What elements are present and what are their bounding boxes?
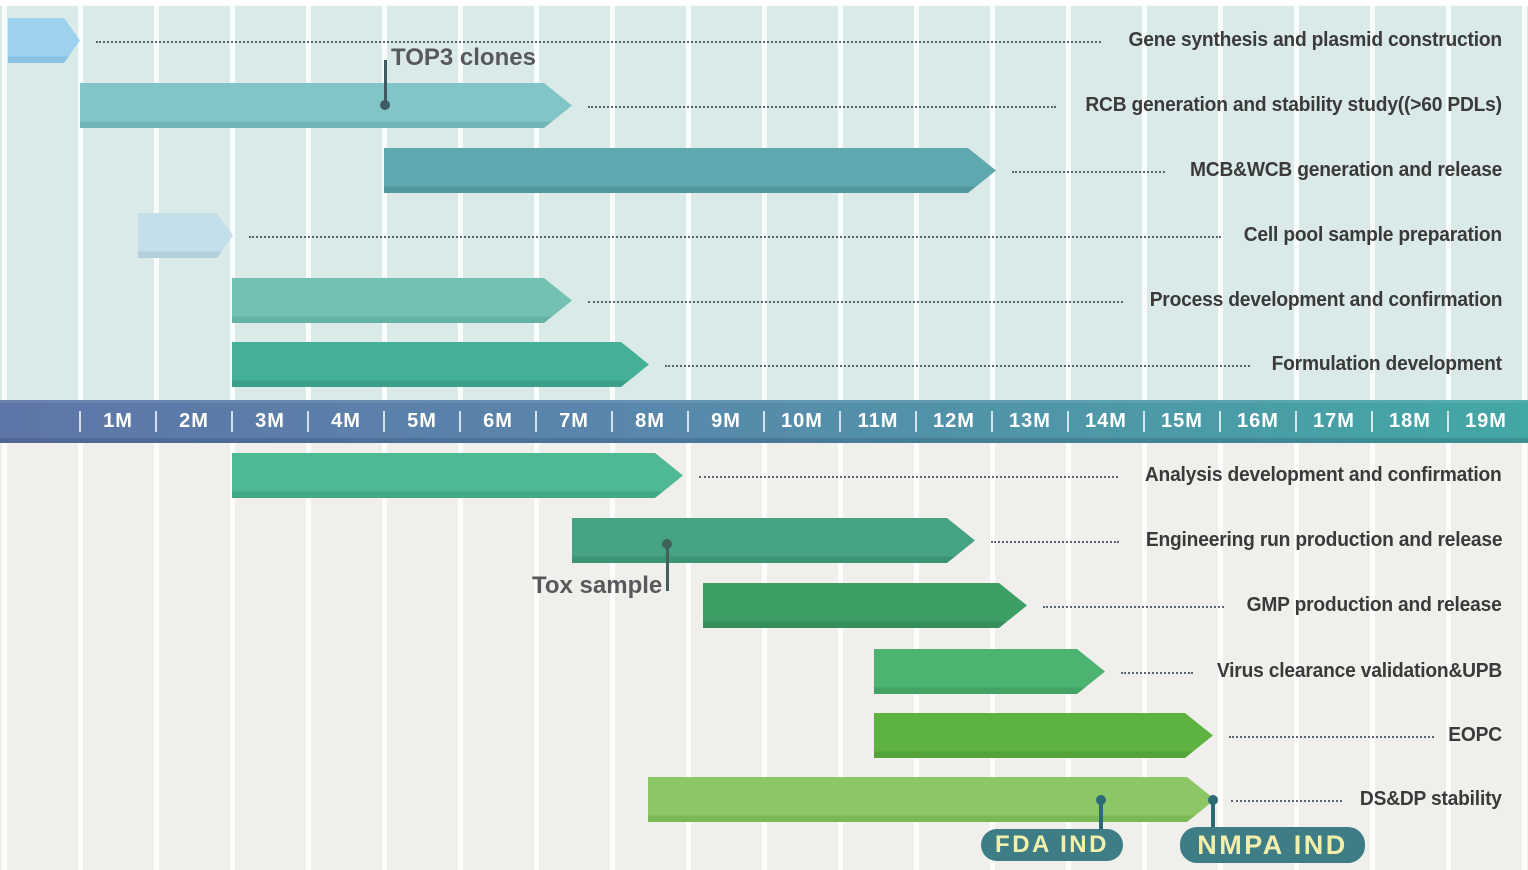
month-label: 2M: [155, 400, 232, 443]
month-label: 11M: [839, 400, 916, 443]
task-label: Formulation development: [1271, 353, 1502, 375]
fda-ind-badge: FDA IND: [981, 829, 1123, 861]
task-row-process-development: Process development and confirmation: [0, 278, 1502, 323]
annotation-tox-connector-line: [666, 543, 669, 591]
leader-line: [665, 364, 1251, 367]
task-label: Virus clearance validation&UPB: [1216, 660, 1502, 682]
task-bar: [138, 213, 233, 258]
task-bar: [874, 649, 1105, 694]
nmpa-ind-dot: [1208, 795, 1218, 805]
task-row-eopc: EOPC: [0, 713, 1502, 758]
lower-section-background: [0, 443, 1528, 870]
month-label: 5M: [383, 400, 460, 443]
task-label: MCB&WCB generation and release: [1189, 159, 1502, 181]
month-label: 1M: [79, 400, 156, 443]
month-label: 19M: [1447, 400, 1524, 443]
task-row-analysis-development: Analysis development and confirmation: [0, 453, 1502, 498]
leader-line: [991, 540, 1119, 543]
leader-line: [1121, 671, 1193, 674]
task-label: Engineering run production and release: [1145, 529, 1502, 551]
leader-line: [1229, 735, 1435, 738]
task-bar: [703, 583, 1027, 628]
month-label: 13M: [991, 400, 1068, 443]
month-label: 17M: [1295, 400, 1372, 443]
task-bar: [8, 18, 80, 63]
month-label: 14M: [1067, 400, 1144, 443]
annotation-tox-dot: [662, 539, 672, 549]
task-label: Process development and confirmation: [1149, 289, 1502, 311]
leader-line: [249, 235, 1222, 238]
task-label: Cell pool sample preparation: [1243, 224, 1502, 246]
month-label: 12M: [915, 400, 992, 443]
task-row-gmp-production: GMP production and release: [0, 583, 1502, 628]
task-label: Analysis development and confirmation: [1145, 464, 1502, 486]
task-bar: [232, 453, 683, 498]
task-row-cell-pool: Cell pool sample preparation: [0, 213, 1502, 258]
task-row-ds-dp-stability: DS&DP stability: [0, 777, 1502, 822]
month-label: 16M: [1219, 400, 1296, 443]
month-label: 7M: [535, 400, 612, 443]
timeline-axis: 1M 2M 3M 4M 5M 6M 7M 8M 9M 10M 11M 12M 13M 14M 15M 16M 1…: [0, 400, 1528, 443]
leader-line: [96, 40, 1102, 43]
leader-line: [588, 105, 1057, 108]
fda-ind-dot: [1096, 795, 1106, 805]
task-row-engineering-run: Engineering run production and release: [0, 518, 1502, 563]
task-row-rcb-generation: RCB generation and stability study((>60 …: [0, 83, 1502, 128]
task-label: DS&DP stability: [1360, 788, 1502, 810]
month-label: 8M: [611, 400, 688, 443]
leader-line: [1231, 799, 1343, 802]
annotation-tox-sample: Tox sample: [532, 572, 663, 599]
month-label: 15M: [1143, 400, 1220, 443]
task-bar: [874, 713, 1213, 758]
leader-line: [1012, 170, 1165, 173]
month-label: 4M: [307, 400, 384, 443]
month-label: 3M: [231, 400, 308, 443]
task-label: Gene synthesis and plasmid construction: [1128, 29, 1503, 51]
leader-line: [1043, 605, 1225, 608]
annotation-top3-clones: TOP3 clones: [391, 44, 536, 71]
month-label: 9M: [687, 400, 764, 443]
nmpa-ind-badge: NMPA IND: [1180, 827, 1365, 863]
month-label: 10M: [763, 400, 840, 443]
task-row-gene-synthesis: Gene synthesis and plasmid construction: [0, 18, 1502, 63]
task-row-virus-clearance: Virus clearance validation&UPB: [0, 649, 1502, 694]
task-bar: [384, 148, 996, 193]
task-bar: [232, 278, 572, 323]
task-label: GMP production and release: [1247, 594, 1502, 616]
task-label: RCB generation and stability study((>60 …: [1085, 94, 1502, 116]
month-label: 6M: [459, 400, 536, 443]
fda-ind-stem: [1099, 800, 1103, 836]
task-row-formulation-development: Formulation development: [0, 342, 1502, 387]
leader-line: [699, 475, 1119, 478]
task-row-mcb-wcb: MCB&WCB generation and release: [0, 148, 1502, 193]
annotation-top3-dot: [380, 100, 390, 110]
task-bar: [232, 342, 649, 387]
task-bar: [572, 518, 975, 563]
nmpa-ind-stem: [1211, 800, 1215, 836]
upper-section-background: [0, 6, 1528, 400]
month-label: 18M: [1371, 400, 1448, 443]
leader-line: [588, 300, 1123, 303]
annotation-top3-connector-line: [384, 60, 387, 105]
task-label: EOPC: [1448, 724, 1502, 746]
task-bar: [80, 83, 572, 128]
task-bar: [648, 777, 1215, 822]
